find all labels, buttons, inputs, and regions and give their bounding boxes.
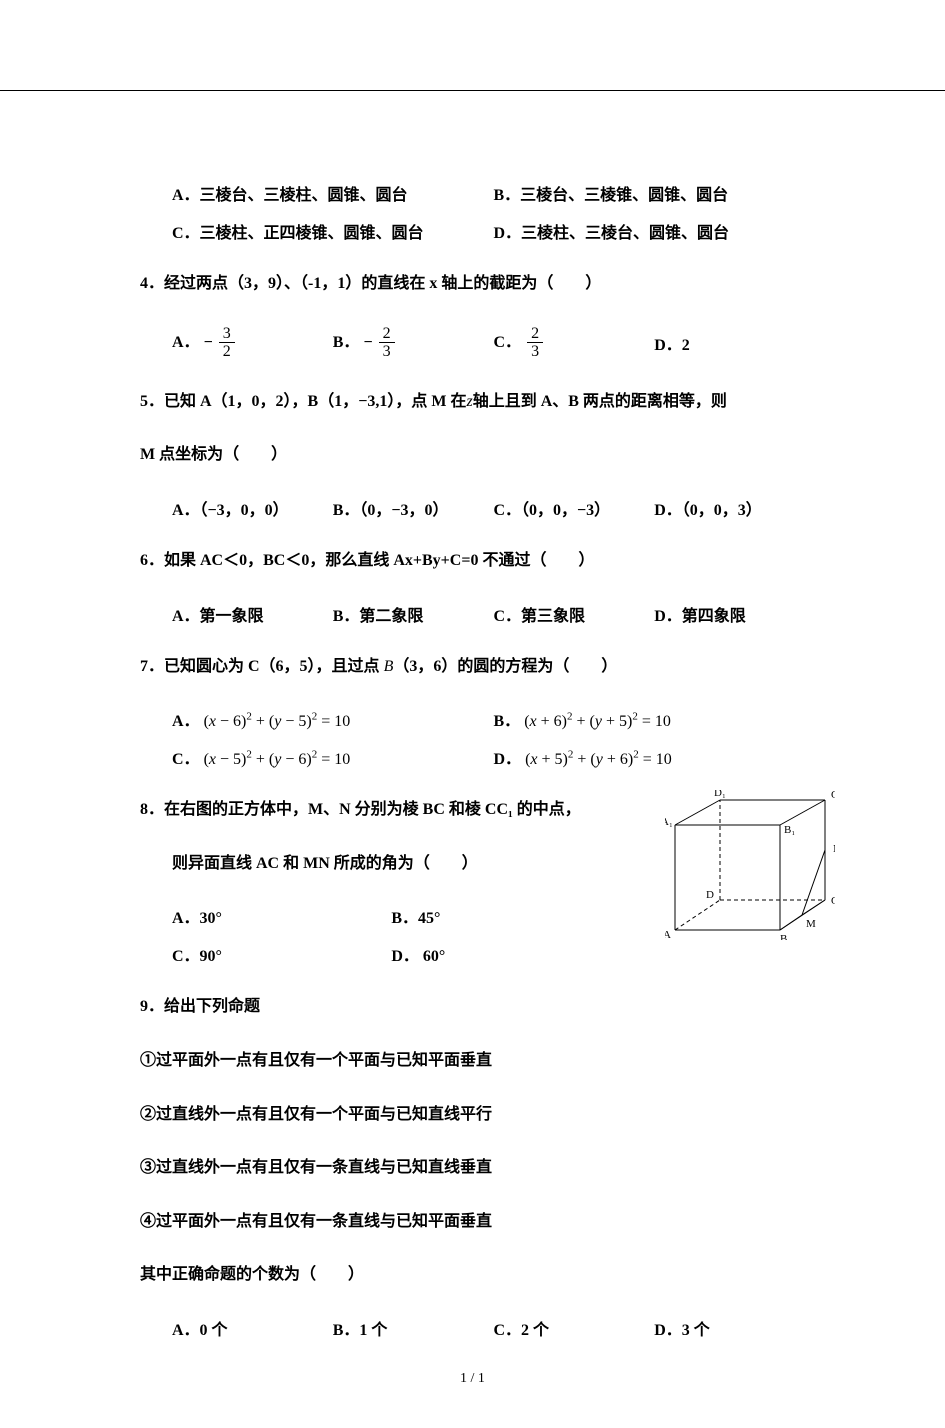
q7-opt-d: D． (x + 5)2 + (y + 6)2 = 10 — [494, 745, 816, 769]
svg-text:B: B — [780, 933, 787, 940]
q7-c-eq: (x − 5)2 + (y − 6)2 = 10 — [204, 751, 351, 768]
q7-stem: 7．已知圆心为 C（6，5），且过点 B（3，6）的圆的方程为（ ） — [140, 654, 815, 680]
q3-opt-d: D．三棱柱、三棱台、圆锥、圆台 — [494, 219, 816, 243]
q4-b-num: 2 — [379, 325, 395, 344]
q8-opt-b: B．45° — [391, 904, 610, 928]
q4-stem: 4．经过两点（3，9）、（-1，1）的直线在 x 轴上的截距为（ ） — [140, 271, 815, 297]
svg-text:D₁: D₁ — [714, 790, 726, 799]
q4-a-frac: 3 2 — [219, 325, 235, 361]
page-body: A．三棱台、三棱柱、圆锥、圆台 B．三棱台、三棱锥、圆锥、圆台 C．三棱柱、正四… — [0, 90, 945, 1428]
svg-text:B₁: B₁ — [784, 824, 795, 836]
q8-opt-a: A．30° — [172, 904, 391, 928]
svg-text:D: D — [706, 889, 714, 901]
q5-stem-c: 轴上且到 A、B 两点的距离相等，则 — [473, 393, 727, 410]
q7-d-label: D． — [494, 751, 522, 768]
q4-opt-d: D．2 — [654, 331, 815, 355]
q8-opt-c: C．90° — [172, 942, 391, 966]
q4-b-den: 3 — [379, 343, 395, 361]
q4-opt-b: B． − 2 3 — [333, 325, 494, 361]
q6-opt-d: D．第四象限 — [654, 602, 815, 626]
q5-opt-d: D．（0，0，3） — [654, 496, 815, 520]
q5-stem-line1: 5．已知 A（1，0，2），B（1，−3,1），点 M 在z轴上且到 A、B 两… — [140, 389, 815, 415]
q9-p3: ③过直线外一点有且仅有一条直线与已知直线垂直 — [140, 1155, 815, 1181]
q5-stem-line2: M 点坐标为（ ） — [140, 442, 815, 468]
q7-d-eq: (x + 5)2 + (y + 6)2 = 10 — [525, 751, 672, 768]
q4-b-neg: − — [363, 333, 372, 350]
q7-stem-a: 7．已知圆心为 C（6，5），且过点 — [140, 658, 384, 675]
svg-text:M: M — [806, 918, 816, 930]
q4-b-label: B． — [333, 333, 360, 350]
q9-opt-d: D．3 个 — [654, 1316, 815, 1340]
svg-text:C: C — [831, 895, 835, 907]
q4-c-den: 3 — [527, 343, 543, 361]
q5-options: A．（−3，0，0） B．（0，−3，0） C．（0，0，−3） D．（0，0，… — [172, 496, 815, 520]
cube-svg: A B C D A₁ B₁ C₁ D₁ M N — [665, 790, 835, 940]
q4-c-frac: 2 3 — [527, 325, 543, 361]
q4-a-label: A． — [172, 333, 200, 350]
q7-b-label: B． — [494, 713, 521, 730]
q5-stem-b: ,1），点 M 在 — [375, 393, 466, 410]
svg-text:C₁: C₁ — [831, 790, 835, 801]
q9-opt-a: A．0 个 — [172, 1316, 333, 1340]
svg-text:N: N — [833, 843, 835, 855]
q7-options-row1: A． (x − 6)2 + (y − 5)2 = 10 B． (x + 6)2 … — [172, 707, 815, 731]
q8-opt-d: D． 60° — [391, 942, 610, 966]
q4-a-den: 2 — [219, 343, 235, 361]
q7-opt-a: A． (x − 6)2 + (y − 5)2 = 10 — [172, 707, 494, 731]
q5-stem-neg: −3 — [358, 393, 375, 410]
q9-p1: ①过平面外一点有且仅有一个平面与已知平面垂直 — [140, 1048, 815, 1074]
q5-opt-a: A．（−3，0，0） — [172, 496, 333, 520]
q3-options-row2: C．三棱柱、正四棱锥、圆锥、圆台 D．三棱柱、三棱台、圆锥、圆台 — [172, 219, 815, 243]
q4-b-frac: 2 3 — [379, 325, 395, 361]
q9-stem: 9．给出下列命题 — [140, 994, 815, 1020]
q9-p2: ②过直线外一点有且仅有一个平面与已知直线平行 — [140, 1102, 815, 1128]
q8-options-row1: A．30° B．45° — [172, 904, 611, 928]
svg-text:A₁: A₁ — [665, 816, 673, 828]
page-footer: 1 / 1 — [0, 1371, 945, 1387]
q5-stem-a: 5．已知 A（1，0，2），B（1， — [140, 393, 358, 410]
q3-opt-b: B．三棱台、三棱锥、圆锥、圆台 — [494, 181, 816, 205]
q7-options-row2: C． (x − 5)2 + (y − 6)2 = 10 D． (x + 5)2 … — [172, 745, 815, 769]
q4-opt-a: A． − 3 2 — [172, 325, 333, 361]
q6-opt-c: C．第三象限 — [494, 602, 655, 626]
q9-p4: ④过平面外一点有且仅有一条直线与已知平面垂直 — [140, 1209, 815, 1235]
q9-opt-c: C．2 个 — [494, 1316, 655, 1340]
q4-c-num: 2 — [527, 325, 543, 344]
q9-options: A．0 个 B．1 个 C．2 个 D．3 个 — [172, 1316, 815, 1340]
svg-text:A: A — [665, 929, 671, 940]
q4-options: A． − 3 2 B． − 2 3 C． 2 3 D．2 — [172, 325, 815, 361]
q7-b-eq: (x + 6)2 + (y + 5)2 = 10 — [524, 713, 671, 730]
q5-opt-b: B．（0，−3，0） — [333, 496, 494, 520]
q9-opt-b: B．1 个 — [333, 1316, 494, 1340]
q4-opt-c: C． 2 3 — [494, 325, 655, 361]
q3-opt-c: C．三棱柱、正四棱锥、圆锥、圆台 — [172, 219, 494, 243]
q6-opt-b: B．第二象限 — [333, 602, 494, 626]
q8-options-row2: C．90° D． 60° — [172, 942, 611, 966]
q9-ask: 其中正确命题的个数为（ ） — [140, 1262, 815, 1288]
q3-opt-a: A．三棱台、三棱柱、圆锥、圆台 — [172, 181, 494, 205]
q6-opt-a: A．第一象限 — [172, 602, 333, 626]
q7-a-eq: (x − 6)2 + (y − 5)2 = 10 — [204, 713, 351, 730]
q6-stem: 6．如果 AC＜0，BC＜0，那么直线 Ax+By+C=0 不通过（ ） — [140, 548, 815, 574]
q7-a-label: A． — [172, 713, 200, 730]
q7-opt-c: C． (x − 5)2 + (y − 6)2 = 10 — [172, 745, 494, 769]
q5-opt-c: C．（0，0，−3） — [494, 496, 655, 520]
q6-options: A．第一象限 B．第二象限 C．第三象限 D．第四象限 — [172, 602, 815, 626]
q4-a-neg: − — [204, 333, 213, 350]
cube-diagram: A B C D A₁ B₁ C₁ D₁ M N — [665, 790, 835, 940]
q4-a-num: 3 — [219, 325, 235, 344]
q7-stem-b: （3，6）的圆的方程为（ ） — [393, 658, 617, 675]
q4-c-label: C． — [494, 333, 522, 350]
q3-options-row1: A．三棱台、三棱柱、圆锥、圆台 B．三棱台、三棱锥、圆锥、圆台 — [172, 181, 815, 205]
q7-opt-b: B． (x + 6)2 + (y + 5)2 = 10 — [494, 707, 816, 731]
q7-B-it: B — [384, 658, 394, 675]
q7-c-label: C． — [172, 751, 200, 768]
